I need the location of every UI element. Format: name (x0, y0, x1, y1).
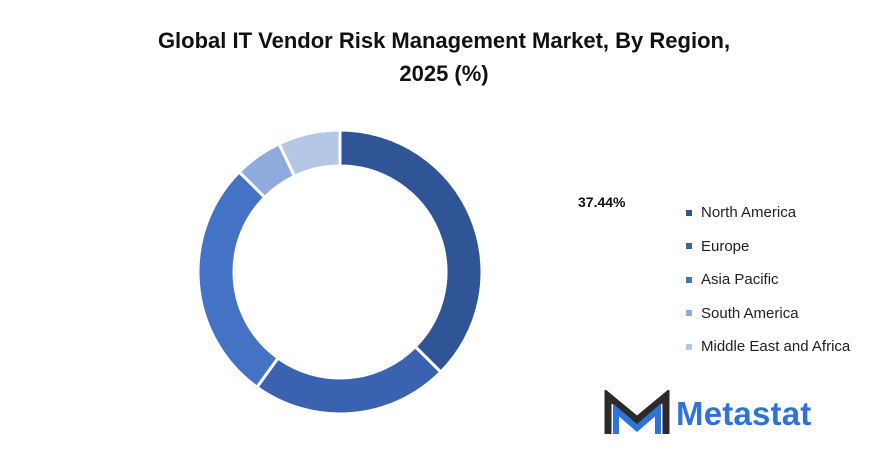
chart-title-line-2: 2025 (%) (399, 61, 489, 86)
legend-item-asia-pacific: Asia Pacific (686, 263, 850, 297)
chart-title: Global IT Vendor Risk Management Market,… (0, 24, 888, 90)
legend-item-north-america: North America (686, 196, 850, 230)
legend-swatch (686, 310, 692, 317)
legend-label: North America (701, 204, 797, 222)
donut-slice-middle-east-and-africa (277, 128, 342, 179)
legend-label: Asia Pacific (701, 271, 779, 289)
metastat-logo: Metastat (604, 390, 811, 438)
donut-chart (196, 128, 484, 416)
legend-label: Europe (701, 237, 750, 255)
legend-item-south-america: South America (686, 297, 850, 331)
north-america-data-label: 37.44% (578, 194, 626, 210)
donut-slice-europe (254, 344, 443, 416)
chart-title-line-1: Global IT Vendor Risk Management Market,… (157, 28, 731, 53)
legend-item-middle-east-and-africa: Middle East and Africa (686, 330, 850, 364)
chart-legend: North America Europe Asia Pacific South Ame… (686, 196, 850, 364)
legend-swatch (686, 243, 692, 250)
legend-label: Middle East and Africa (701, 338, 851, 356)
metastat-m-logo-icon (604, 390, 670, 434)
legend-swatch (686, 209, 692, 216)
legend-swatch (686, 343, 692, 350)
donut-slice-north-america (338, 128, 484, 375)
legend-label: South America (701, 304, 799, 322)
legend-item-europe: Europe (686, 230, 850, 264)
donut-slice-asia-pacific (196, 169, 281, 390)
legend-swatch (686, 276, 692, 283)
metastat-wordmark: Metastat (676, 395, 812, 432)
